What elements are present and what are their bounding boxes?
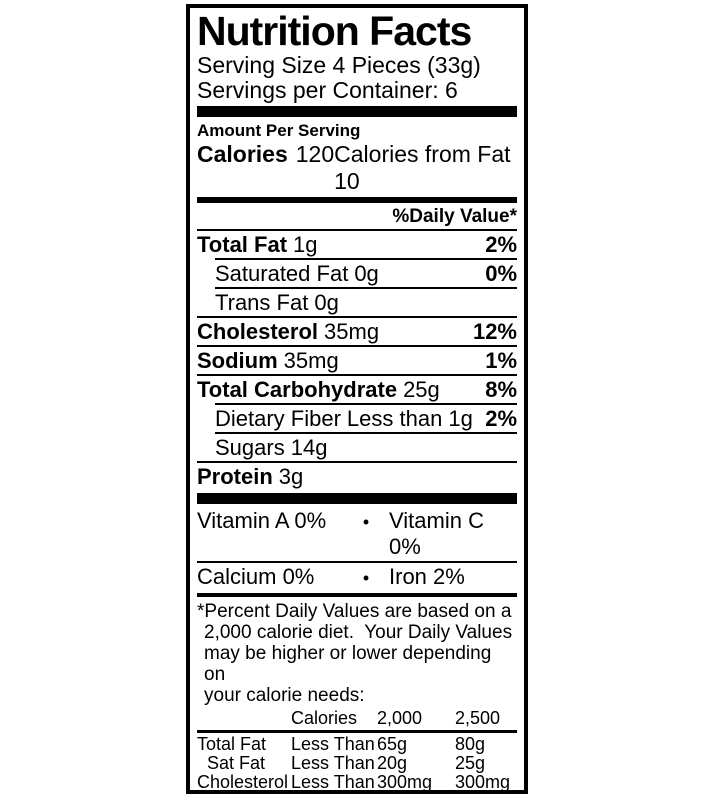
- dv-table-row: Sat Fat Less Than 20g 25g: [197, 754, 517, 773]
- divider-thick-middle: [197, 493, 517, 504]
- nutrient-amount: Less than 1g: [346, 406, 473, 431]
- divider-medium: [197, 197, 517, 203]
- footnote-line: *Percent Daily Values are based on a: [197, 601, 512, 622]
- micronutrient-left: Vitamin A 0%: [197, 508, 327, 533]
- nutrient-name: Dietary Fiber: [215, 406, 341, 431]
- nutrient-amount: 14g: [290, 435, 328, 460]
- dv-table-header-cell: 2,500: [455, 708, 501, 728]
- servings-per-container-line: Servings per Container: 6: [197, 77, 458, 103]
- nutrient-name: Cholesterol: [197, 319, 319, 344]
- nutrient-row-dietary-fiber: Dietary Fiber Less than 1g 2%: [197, 405, 517, 432]
- daily-value-footnote: *Percent Daily Values are based on a 2,0…: [197, 599, 517, 706]
- dv-table-row: Cholesterol Less Than 300mg 300mg: [197, 772, 517, 792]
- daily-value-header: %Daily Value*: [197, 205, 517, 231]
- dv-table-cell: 20g: [377, 753, 408, 773]
- nutrient-dv: 2%: [485, 232, 517, 257]
- bullet-icon: •: [362, 568, 370, 588]
- dv-table-cell: Less Than: [291, 792, 377, 794]
- dv-table-cell: Sat Fat: [207, 753, 266, 773]
- separator-full: [197, 561, 517, 563]
- nutrient-dv: 0%: [485, 261, 517, 286]
- nutrient-amount: 3g: [278, 464, 304, 489]
- dv-table-cell: 80g: [455, 734, 486, 754]
- micronutrient-right: Vitamin C 0%: [389, 508, 484, 559]
- separator-full: [197, 316, 517, 318]
- dv-table-cell: 65g: [377, 734, 408, 754]
- micronutrient-left: Calcium 0%: [197, 564, 315, 589]
- separator-indented: [215, 258, 517, 260]
- divider-before-footnote: [197, 593, 517, 597]
- dv-table-header-cell: [197, 709, 291, 728]
- nutrient-dv: 8%: [485, 377, 517, 402]
- dv-table-row: Total Fat Less Than 65g 80g: [197, 735, 517, 754]
- amount-per-serving-heading: Amount Per Serving: [197, 121, 361, 140]
- dv-table-cell: 25g: [455, 753, 486, 773]
- micronutrient-right: Iron 2%: [389, 564, 465, 589]
- footnote-line: 2,000 calorie diet. Your Daily Values: [204, 622, 513, 643]
- nutrient-name: Total Fat: [197, 232, 288, 257]
- calories-label: Calories: [197, 141, 288, 167]
- footnote-line: may be higher or lower depending on: [204, 643, 497, 685]
- calories-row: Calories 120 Calories from Fat 10: [197, 141, 517, 195]
- dv-table-cell: Less Than: [291, 772, 375, 792]
- nutrient-row-total-fat: Total Fat 1g 2%: [197, 231, 517, 258]
- nutrient-row-saturated-fat: Saturated Fat 0g 0%: [197, 260, 517, 287]
- footnote-line: your calorie needs:: [204, 685, 365, 706]
- dv-table-header-cell: 2,000: [377, 708, 423, 728]
- separator-full: [197, 345, 517, 347]
- nutrient-amount: 25g: [403, 377, 440, 402]
- micronutrient-row-minerals: Calcium 0% • Iron 2%: [197, 563, 517, 592]
- dv-table-cell: 2,400mg: [377, 792, 455, 794]
- nutrient-row-trans-fat: Trans Fat 0g: [197, 289, 517, 316]
- nutrient-amount: 0g: [354, 261, 379, 286]
- dv-table-header-cell: Calories: [291, 708, 358, 728]
- nutrient-name: Saturated Fat: [215, 261, 349, 286]
- nutrient-row-sodium: Sodium 35mg 1%: [197, 347, 517, 374]
- calories-from-fat: Calories from Fat 10: [334, 141, 511, 194]
- dv-table-header: Calories 2,000 2,500: [197, 709, 517, 733]
- nutrient-name: Trans Fat: [215, 290, 309, 315]
- dv-table-cell: Total Fat: [197, 734, 267, 754]
- nutrient-dv: 12%: [472, 319, 517, 344]
- nutrient-amount: 35mg: [283, 348, 339, 373]
- separator-indented: [215, 287, 517, 289]
- nutrient-row-sugars: Sugars 14g: [197, 434, 517, 461]
- dv-table-cell: 300mg: [377, 772, 433, 792]
- separator-full: [197, 374, 517, 376]
- dv-table-cell: 2,400mg: [455, 792, 525, 794]
- serving-size-line: Serving Size 4 Pieces (33g): [197, 52, 481, 78]
- nutrient-name: Sugars: [215, 435, 285, 460]
- dv-table-body: Total Fat Less Than 65g 80g Sat Fat Less…: [197, 733, 517, 794]
- divider-thick-top: [197, 106, 517, 117]
- calories-value: 120: [295, 141, 335, 167]
- bullet-icon: •: [362, 512, 370, 532]
- nutrient-name: Total Carbohydrate: [197, 377, 398, 402]
- separator-full: [197, 461, 517, 463]
- nutrient-name: Protein: [197, 464, 273, 489]
- nutrient-dv: 1%: [485, 348, 517, 373]
- dv-table-cell: Sodium: [197, 792, 291, 794]
- dv-table-row: Sodium Less Than 2,400mg 2,400mg: [197, 792, 517, 794]
- separator-indented: [215, 432, 517, 434]
- dv-table-cell: Less Than: [291, 734, 375, 754]
- dv-table-cell: 300mg: [455, 772, 511, 792]
- nutrient-row-cholesterol: Cholesterol 35mg 12%: [197, 318, 517, 345]
- label-title: Nutrition Facts: [197, 8, 472, 54]
- nutrient-amount: 0g: [314, 290, 339, 315]
- nutrient-amount: 35mg: [324, 319, 380, 344]
- nutrient-row-protein: Protein 3g: [197, 463, 517, 490]
- nutrient-row-total-carbohydrate: Total Carbohydrate 25g 8%: [197, 376, 517, 403]
- daily-value-table: Calories 2,000 2,500 Total Fat Less Than…: [197, 709, 517, 794]
- nutrient-amount: 1g: [293, 232, 318, 257]
- dv-table-cell: Cholesterol: [197, 772, 289, 792]
- dv-table-cell: Less Than: [291, 753, 375, 773]
- micronutrient-row-vitamins: Vitamin A 0% • Vitamin C 0%: [197, 507, 517, 561]
- nutrient-name: Sodium: [197, 348, 278, 373]
- separator-indented: [215, 403, 517, 405]
- nutrient-dv: 2%: [485, 406, 517, 431]
- nutrition-facts-label: Nutrition Facts Serving Size 4 Pieces (3…: [186, 4, 528, 794]
